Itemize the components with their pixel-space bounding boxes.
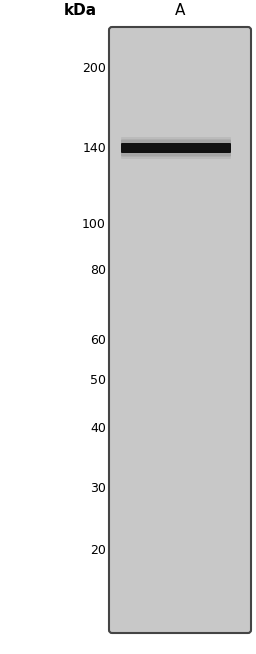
Text: 40: 40 [90, 421, 106, 434]
Text: kDa: kDa [64, 3, 97, 18]
Text: 100: 100 [82, 218, 106, 232]
FancyBboxPatch shape [121, 143, 231, 153]
Text: 140: 140 [82, 141, 106, 154]
Text: 30: 30 [90, 481, 106, 494]
FancyBboxPatch shape [121, 139, 231, 156]
Text: A: A [175, 3, 185, 18]
FancyBboxPatch shape [109, 27, 251, 633]
FancyBboxPatch shape [121, 137, 231, 159]
Text: 60: 60 [90, 334, 106, 347]
Text: 50: 50 [90, 373, 106, 387]
Text: 20: 20 [90, 543, 106, 557]
Text: 200: 200 [82, 61, 106, 75]
Text: 80: 80 [90, 264, 106, 277]
